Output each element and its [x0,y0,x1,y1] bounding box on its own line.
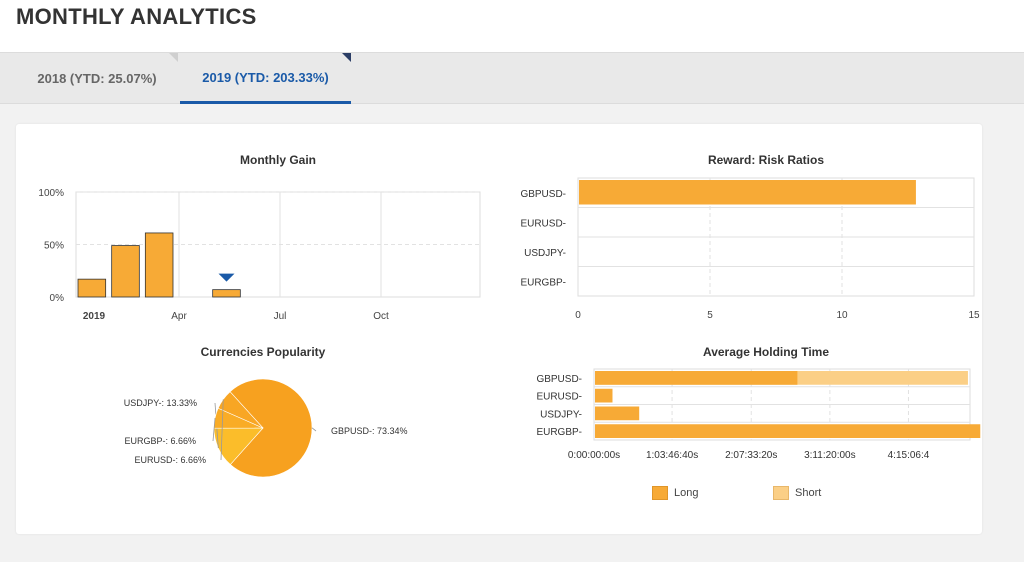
page-title: MONTHLY ANALYTICS [16,4,257,29]
x-tick-label: 10 [836,310,848,321]
legend-long-swatch [652,486,668,500]
x-tick-label: 5 [707,310,713,321]
currencies-popularity-chart: GBPUSD-: 73.34% USDJPY-: 13.33% EURGBP-: 6… [124,378,408,478]
reward-risk-title: Reward: Risk Ratios [707,153,825,167]
pie-label-eurusd: EURUSD-: 6.66% [134,455,206,465]
legend-short-label: Short [795,487,822,499]
category-label: GBPUSD- [536,374,582,385]
long-bar-usdjpy [595,406,640,421]
currencies-popularity-title: Currencies Popularity [200,345,326,359]
pie-label-usdjpy: USDJPY-: 13.33% [124,398,197,408]
reward-risk-chart: 0 5 10 15 GBPUSD- EURUSD- USDJPY- EURGBP- [520,177,980,321]
x-tick-label: Apr [171,311,187,322]
x-tick-label: 4:15:06:4 [888,450,930,461]
pie-connector [220,399,224,461]
legend-short-swatch [773,486,789,500]
pie-connector [212,417,216,442]
rr-bar-gbpusd [579,180,916,205]
pie-label-gbpusd: GBPUSD-: 73.34% [331,426,408,436]
monthly-gain-title: Monthly Gain [240,153,316,167]
long-bar-gbpusd [595,371,798,385]
long-bar-eurgbp [595,424,981,438]
x-tick-label: 15 [968,310,980,321]
y-tick-label: 0% [50,293,65,304]
x-tick-label: 3:11:20:00s [804,450,856,461]
x-tick-label: Jul [274,311,287,322]
y-tick-label: 50% [44,241,64,252]
legend-long[interactable]: Long [652,486,698,500]
tab-2019[interactable]: 2019 (YTD: 203.33%) [180,53,351,104]
x-tick-label: 2:07:33:20s [725,450,777,461]
x-tick-label: 0 [575,310,581,321]
tab-2018-label: 2018 (YTD: 25.07%) [37,71,157,86]
pie-label-eurgbp: EURGBP-: 6.66% [124,436,196,446]
long-bar-eurusd [595,388,613,403]
tab-2018[interactable]: 2018 (YTD: 25.07%) [16,53,178,104]
y-tick-label: 100% [38,188,64,199]
tab-2019-label: 2019 (YTD: 203.33%) [202,69,329,85]
tab-corner-icon [169,53,178,62]
monthly-gain-chart: 100% 50% 0% 2019 Apr Jul Oct [38,188,481,322]
page-header: MONTHLY ANALYTICS [0,0,1024,52]
category-label: EURUSD- [536,392,582,403]
gain-bar-feb [111,245,140,298]
category-label: EURGBP- [520,277,566,288]
category-label: EURGBP- [536,427,582,438]
x-tick-label: 2019 [83,311,106,322]
holding-time-chart: 0:00:00:00s 1:03:46:40s 2:07:33:20s 3:11:20… [536,368,981,461]
current-month-marker-icon [218,273,235,282]
category-label: USDJPY- [540,409,582,420]
x-tick-label: 1:03:46:40s [646,450,698,461]
year-tabs: 2018 (YTD: 25.07%) 2019 (YTD: 203.33%) [0,52,1024,104]
tab-corner-icon [342,53,351,62]
category-label: EURUSD- [520,218,566,229]
legend-short[interactable]: Short [773,486,821,500]
x-tick-label: Oct [373,311,389,322]
gain-bar-may [212,289,241,298]
holding-time-title: Average Holding Time [702,345,830,359]
pie-connector [311,427,317,432]
analytics-card: Monthly Gain 100% 50% 0% 2019 Apr Jul Oct Rewa… [16,124,982,534]
category-label: USDJPY- [524,248,566,259]
x-tick-label: 0:00:00:00s [568,450,620,461]
legend-long-label: Long [674,487,699,499]
pie-slice-gbpusd [229,378,313,478]
gain-bar-jan [77,278,107,298]
gain-bar-mar [144,232,174,298]
category-label: GBPUSD- [520,189,566,200]
